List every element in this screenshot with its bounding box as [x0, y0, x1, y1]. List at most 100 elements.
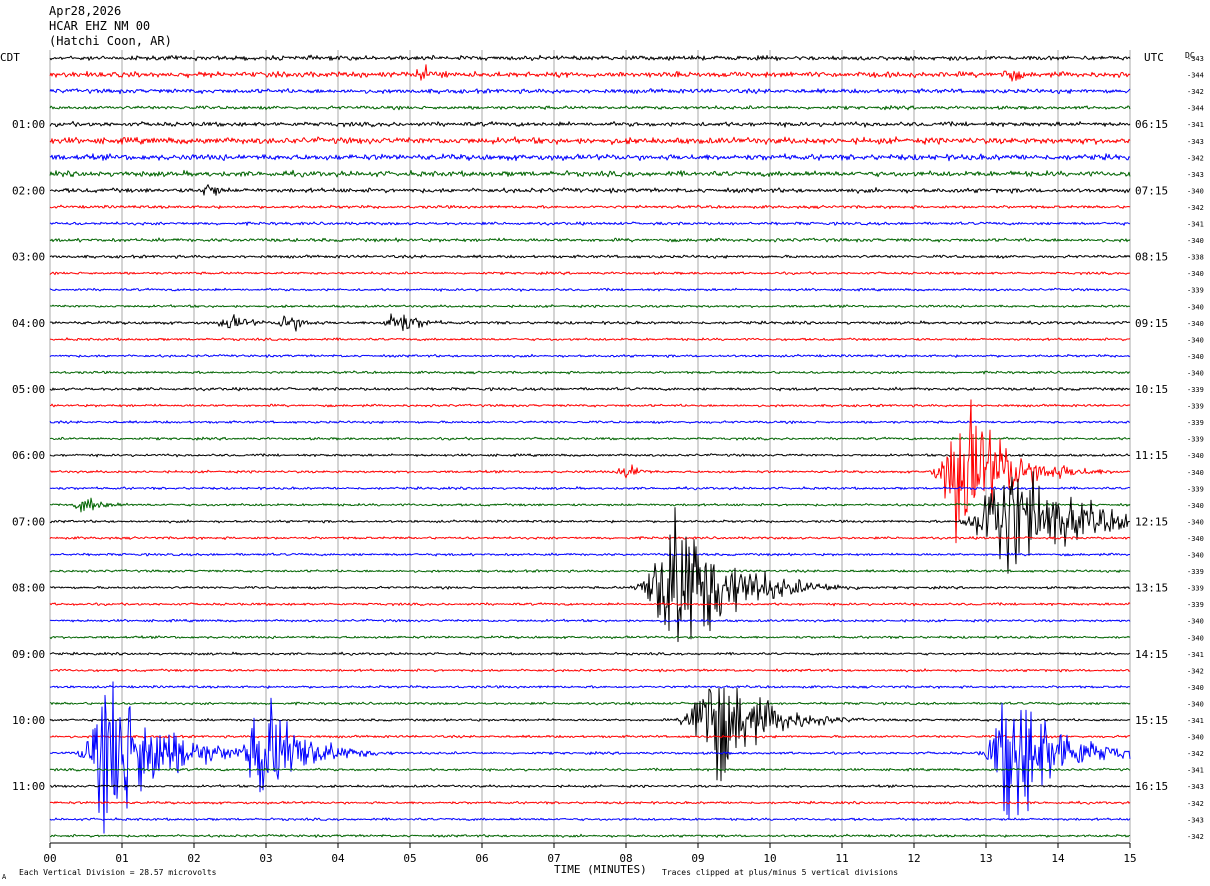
- left-time-label: 04:00: [12, 317, 45, 330]
- trace-37: [50, 668, 1131, 673]
- left-time-label: 03:00: [12, 251, 45, 264]
- dc-offset-labels: -343 -344 -342 -344 -341 -343 -342 -343 -340 -342…: [1187, 55, 1204, 841]
- dc-offset-label: -339: [1187, 585, 1204, 593]
- x-tick-label: 01: [115, 852, 128, 865]
- trace-14: [49, 287, 1130, 292]
- trace-30: [49, 552, 1130, 557]
- dc-label: DC: [1185, 51, 1195, 60]
- left-time-label: 06:00: [12, 449, 45, 462]
- x-tick-label: 06: [475, 852, 488, 865]
- trace-0: [49, 54, 1131, 62]
- trace-32: [49, 507, 1131, 643]
- dc-offset-label: -339: [1187, 601, 1204, 609]
- x-tick-label: 03: [259, 852, 272, 865]
- dc-offset-label: -340: [1187, 518, 1204, 526]
- trace-47: [50, 833, 1131, 838]
- x-tick-label: 13: [979, 852, 992, 865]
- dc-offset-label: -340: [1187, 369, 1204, 377]
- dc-offset-label: -339: [1187, 436, 1204, 444]
- x-tick-label: 12: [907, 852, 920, 865]
- right-time-label: 09:15: [1135, 317, 1168, 330]
- x-tick-label: 04: [331, 852, 345, 865]
- dc-offset-label: -340: [1187, 336, 1204, 344]
- seismic-traces: [49, 54, 1131, 838]
- dc-offset-label: -341: [1187, 767, 1204, 775]
- trace-41: [49, 734, 1131, 739]
- trace-40: [49, 687, 1131, 782]
- dc-offset-label: -340: [1187, 353, 1204, 361]
- dc-offset-label: -342: [1187, 88, 1204, 96]
- dc-offset-label: -341: [1187, 121, 1204, 129]
- trace-12: [49, 254, 1131, 259]
- trace-10: [49, 221, 1131, 226]
- right-time-label: 07:15: [1135, 184, 1168, 197]
- dc-offset-label: -340: [1187, 684, 1204, 692]
- dc-offset-label: -340: [1187, 618, 1204, 626]
- trace-8: [49, 184, 1131, 196]
- trace-15: [49, 304, 1131, 309]
- dc-offset-label: -342: [1187, 204, 1204, 212]
- left-time-label: 09:00: [12, 648, 45, 661]
- trace-9: [49, 204, 1131, 210]
- right-time-label: 06:15: [1135, 118, 1168, 131]
- x-tick-label: 15: [1123, 852, 1136, 865]
- trace-5: [49, 136, 1131, 146]
- dc-offset-label: -340: [1187, 320, 1204, 328]
- trace-46: [49, 817, 1131, 822]
- header-date: Apr28,2026: [49, 4, 121, 18]
- trace-42: [50, 681, 1131, 834]
- left-time-label: 10:00: [12, 714, 45, 727]
- trace-4: [49, 120, 1131, 128]
- left-time-label: 02:00: [12, 184, 45, 197]
- dc-offset-label: -340: [1187, 452, 1204, 460]
- left-time-label: 05:00: [12, 383, 45, 396]
- trace-25: [49, 399, 1131, 544]
- x-tick-label: 05: [403, 852, 416, 865]
- trace-13: [49, 271, 1130, 276]
- corner-mark: A: [2, 873, 7, 881]
- dc-offset-label: -341: [1187, 651, 1204, 659]
- trace-11: [49, 237, 1131, 243]
- dc-offset-label: -338: [1187, 254, 1204, 262]
- trace-33: [49, 602, 1131, 607]
- dc-offset-label: -342: [1187, 667, 1204, 675]
- right-timezone-label: UTC: [1144, 51, 1164, 64]
- dc-offset-label: -340: [1187, 552, 1204, 560]
- trace-45: [49, 800, 1131, 805]
- header-station: HCAR EHZ NM 00: [49, 19, 150, 33]
- x-tick-label: 10: [763, 852, 776, 865]
- trace-22: [49, 420, 1131, 425]
- dc-offset-label: -342: [1187, 833, 1204, 841]
- trace-21: [49, 403, 1131, 408]
- trace-19: [49, 370, 1131, 375]
- dc-offset-label: -340: [1187, 303, 1204, 311]
- trace-29: [49, 536, 1131, 540]
- dc-offset-label: -343: [1187, 783, 1204, 791]
- dc-offset-label: -342: [1187, 154, 1204, 162]
- dc-offset-label: -340: [1187, 237, 1204, 245]
- left-timezone-label: CDT: [0, 51, 20, 64]
- left-time-labels: 01:00 02:00 03:00 04:00 05:00 06:00 07:00 08:00…: [12, 118, 45, 793]
- trace-31: [49, 569, 1131, 573]
- dc-offset-label: -340: [1187, 502, 1204, 510]
- left-time-label: 08:00: [12, 582, 45, 595]
- x-tick-label: 09: [691, 852, 704, 865]
- header-location: (Hatchi Coon, AR): [49, 34, 172, 48]
- left-time-label: 11:00: [12, 780, 45, 793]
- dc-offset-label: -344: [1187, 105, 1204, 113]
- right-time-label: 11:15: [1135, 449, 1168, 462]
- trace-17: [49, 337, 1131, 342]
- trace-28: [49, 471, 1131, 574]
- trace-44: [49, 784, 1131, 789]
- x-tick-label: 14: [1051, 852, 1065, 865]
- clipping-note: Traces clipped at plus/minus 5 vertical …: [662, 868, 898, 877]
- dc-offset-label: -340: [1187, 535, 1204, 543]
- header: Apr28,2026 HCAR EHZ NM 00 (Hatchi Coon, …: [49, 4, 172, 48]
- trace-35: [49, 635, 1131, 640]
- trace-27: [49, 497, 1131, 513]
- trace-7: [49, 169, 1131, 178]
- dc-offset-label: -342: [1187, 800, 1204, 808]
- left-time-label: 07:00: [12, 515, 45, 528]
- dc-offset-label: -339: [1187, 485, 1204, 493]
- trace-36: [49, 651, 1131, 656]
